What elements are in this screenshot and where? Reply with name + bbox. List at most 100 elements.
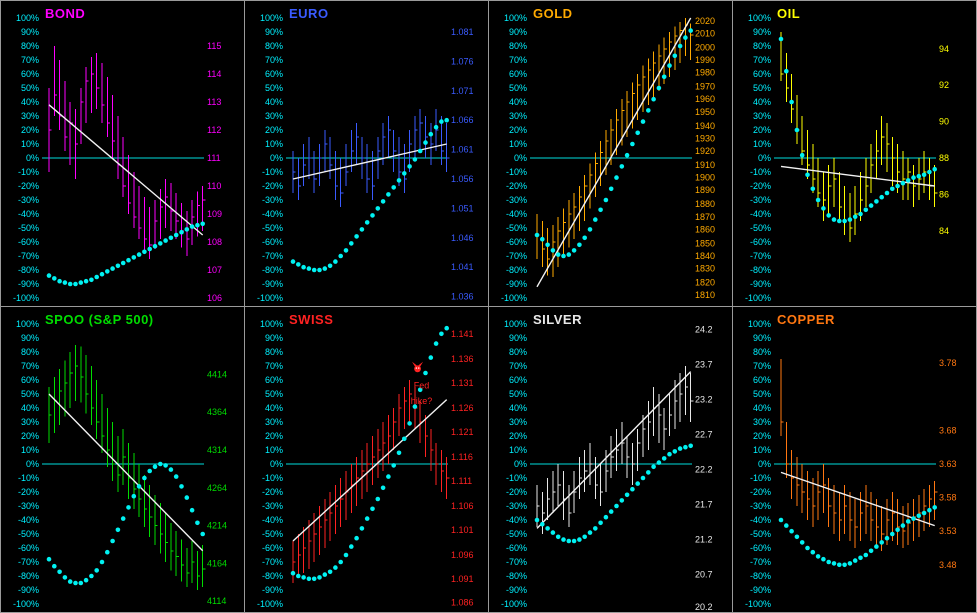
percent-tick-label: 30% <box>265 111 283 121</box>
price-tick-label: 1.121 <box>451 427 474 437</box>
price-tick-label: 1.126 <box>451 403 474 413</box>
oscillator-dot <box>932 166 937 172</box>
swiss-chart: 100% 90% 80% 70% 60% 50% 40% 30% 20% 10% 0% -10% -20… <box>257 319 474 609</box>
percent-tick-label: 70% <box>509 361 527 371</box>
oscillator-dot <box>158 241 163 246</box>
percent-tick-label: 20% <box>753 125 771 135</box>
oscillator-dot <box>799 152 805 158</box>
trend-line <box>780 165 935 187</box>
price-bar <box>292 151 296 193</box>
oscillator-dot <box>863 207 869 213</box>
oscillator-dot <box>826 559 831 565</box>
percent-tick-label: -100% <box>13 293 39 303</box>
oscillator-dot <box>884 535 890 541</box>
oscillator-dot <box>57 278 62 284</box>
percent-tick-label: -60% <box>18 237 39 247</box>
price-bar <box>791 74 795 123</box>
price-bar <box>350 130 354 172</box>
oscillator-dot <box>200 221 205 227</box>
price-bar <box>112 422 116 481</box>
trend-line <box>536 371 692 529</box>
price-bar <box>138 186 142 240</box>
panel-euro[interactable]: EURO 100% 90% 80% 70% 60% 50% 40% 30% 20% 10% 0% -1… <box>245 1 489 307</box>
panel-gold[interactable]: GOLD 100% 90% 80% 70% 60% 50% 40% 30% 20% 10% 0% -1… <box>489 1 733 307</box>
price-bar <box>854 186 858 235</box>
price-bar <box>159 503 163 554</box>
price-bar <box>64 360 68 417</box>
percent-tick-label: -30% <box>18 195 39 205</box>
price-bar <box>854 499 858 548</box>
oscillator-dot <box>890 186 895 192</box>
price-bar <box>313 151 317 193</box>
oscillator-dot <box>635 130 640 136</box>
oscillator-dot <box>826 213 831 218</box>
price-tick-label: 21.7 <box>695 500 713 510</box>
percent-tick-label: 80% <box>21 347 39 357</box>
copper-chart: 100% 90% 80% 70% 60% 50% 40% 30% 20% 10% 0% -10% -20… <box>745 319 957 609</box>
price-bar <box>626 436 630 478</box>
price-tick-label: 3.78 <box>939 358 957 368</box>
oscillator-dot <box>540 521 545 527</box>
price-tick-label: 108 <box>207 237 222 247</box>
price-tick-label: 90 <box>939 117 949 127</box>
price-tick-label: 1.086 <box>451 598 474 608</box>
percent-tick-label: -50% <box>18 223 39 233</box>
price-bar <box>319 506 323 555</box>
oscillator-dot <box>651 464 656 470</box>
price-bar <box>928 485 932 527</box>
price-bar <box>303 527 307 574</box>
price-bar <box>191 200 195 245</box>
price-bar <box>647 58 651 105</box>
percent-tick-label: 30% <box>509 417 527 427</box>
percent-tick-label: 50% <box>753 83 771 93</box>
oscillator-dot <box>173 474 179 479</box>
price-bar <box>902 151 906 200</box>
price-tick-label: 4264 <box>207 483 227 493</box>
price-tick-label: 1.061 <box>451 145 474 155</box>
oscillator-dot <box>805 545 810 551</box>
panel-swiss[interactable]: SWISS 100% 90% 80% 70% 60% 50% 40% 30% 20% 10% 0% -… <box>245 307 489 613</box>
price-tick-label: 94 <box>939 44 949 54</box>
oscillator-dot <box>874 199 879 204</box>
percent-tick-label: -80% <box>262 571 283 581</box>
oscillator-dot <box>105 549 110 555</box>
price-bar <box>557 216 561 268</box>
price-bar <box>923 151 927 193</box>
price-bar <box>637 429 641 471</box>
percent-tick-label: -80% <box>18 265 39 275</box>
percent-tick-label: -100% <box>13 599 39 609</box>
price-bar <box>653 387 657 436</box>
price-bar <box>807 130 811 179</box>
price-bar <box>430 429 434 471</box>
price-bar <box>626 90 630 137</box>
price-bar <box>425 116 429 158</box>
oscillator-dot <box>375 496 381 502</box>
panel-copper[interactable]: COPPER 100% 90% 80% 70% 60% 50% 40% 30% 20% 10% 0%… <box>733 307 977 613</box>
panel-spoo[interactable]: SPOO (S&P 500) 100% 90% 80% 70% 60% 50% 40% 30%… <box>1 307 245 613</box>
oscillator-dot <box>184 227 190 232</box>
oscillator-dot <box>120 516 126 521</box>
oscillator-dot <box>110 538 115 544</box>
price-bar <box>849 492 853 541</box>
percent-tick-label: -90% <box>506 279 527 289</box>
oscillator-dot <box>630 141 635 147</box>
oscillator-dot <box>396 178 402 183</box>
oscillator-dot <box>311 267 317 273</box>
panel-silver[interactable]: SILVER 100% 90% 80% 70% 60% 50% 40% 30% 20% 10% 0%… <box>489 307 733 613</box>
price-tick-label: 88 <box>939 153 949 163</box>
percent-tick-label: 0% <box>758 459 771 469</box>
percent-tick-label: 20% <box>21 125 39 135</box>
chart-title: SWISS <box>289 312 334 327</box>
oscillator-dot <box>147 468 152 474</box>
oscillator-dot <box>810 549 816 555</box>
oscillator-dot <box>852 214 858 220</box>
price-bar <box>181 539 185 582</box>
percent-tick-label: 40% <box>265 97 283 107</box>
price-bar <box>684 366 688 415</box>
percent-tick-label: -70% <box>506 251 527 261</box>
percent-tick-label: 0% <box>26 153 39 163</box>
panel-bond[interactable]: BOND 100% 90% 80% 70% 60% 50% 40% 30% 20% 10% 0% -1… <box>1 1 245 307</box>
oscillator-dot <box>921 510 927 516</box>
percent-tick-label: -50% <box>506 223 527 233</box>
panel-oil[interactable]: OIL 100% 90% 80% 70% 60% 50% 40% 30% 20% 10% 0% -10… <box>733 1 977 307</box>
